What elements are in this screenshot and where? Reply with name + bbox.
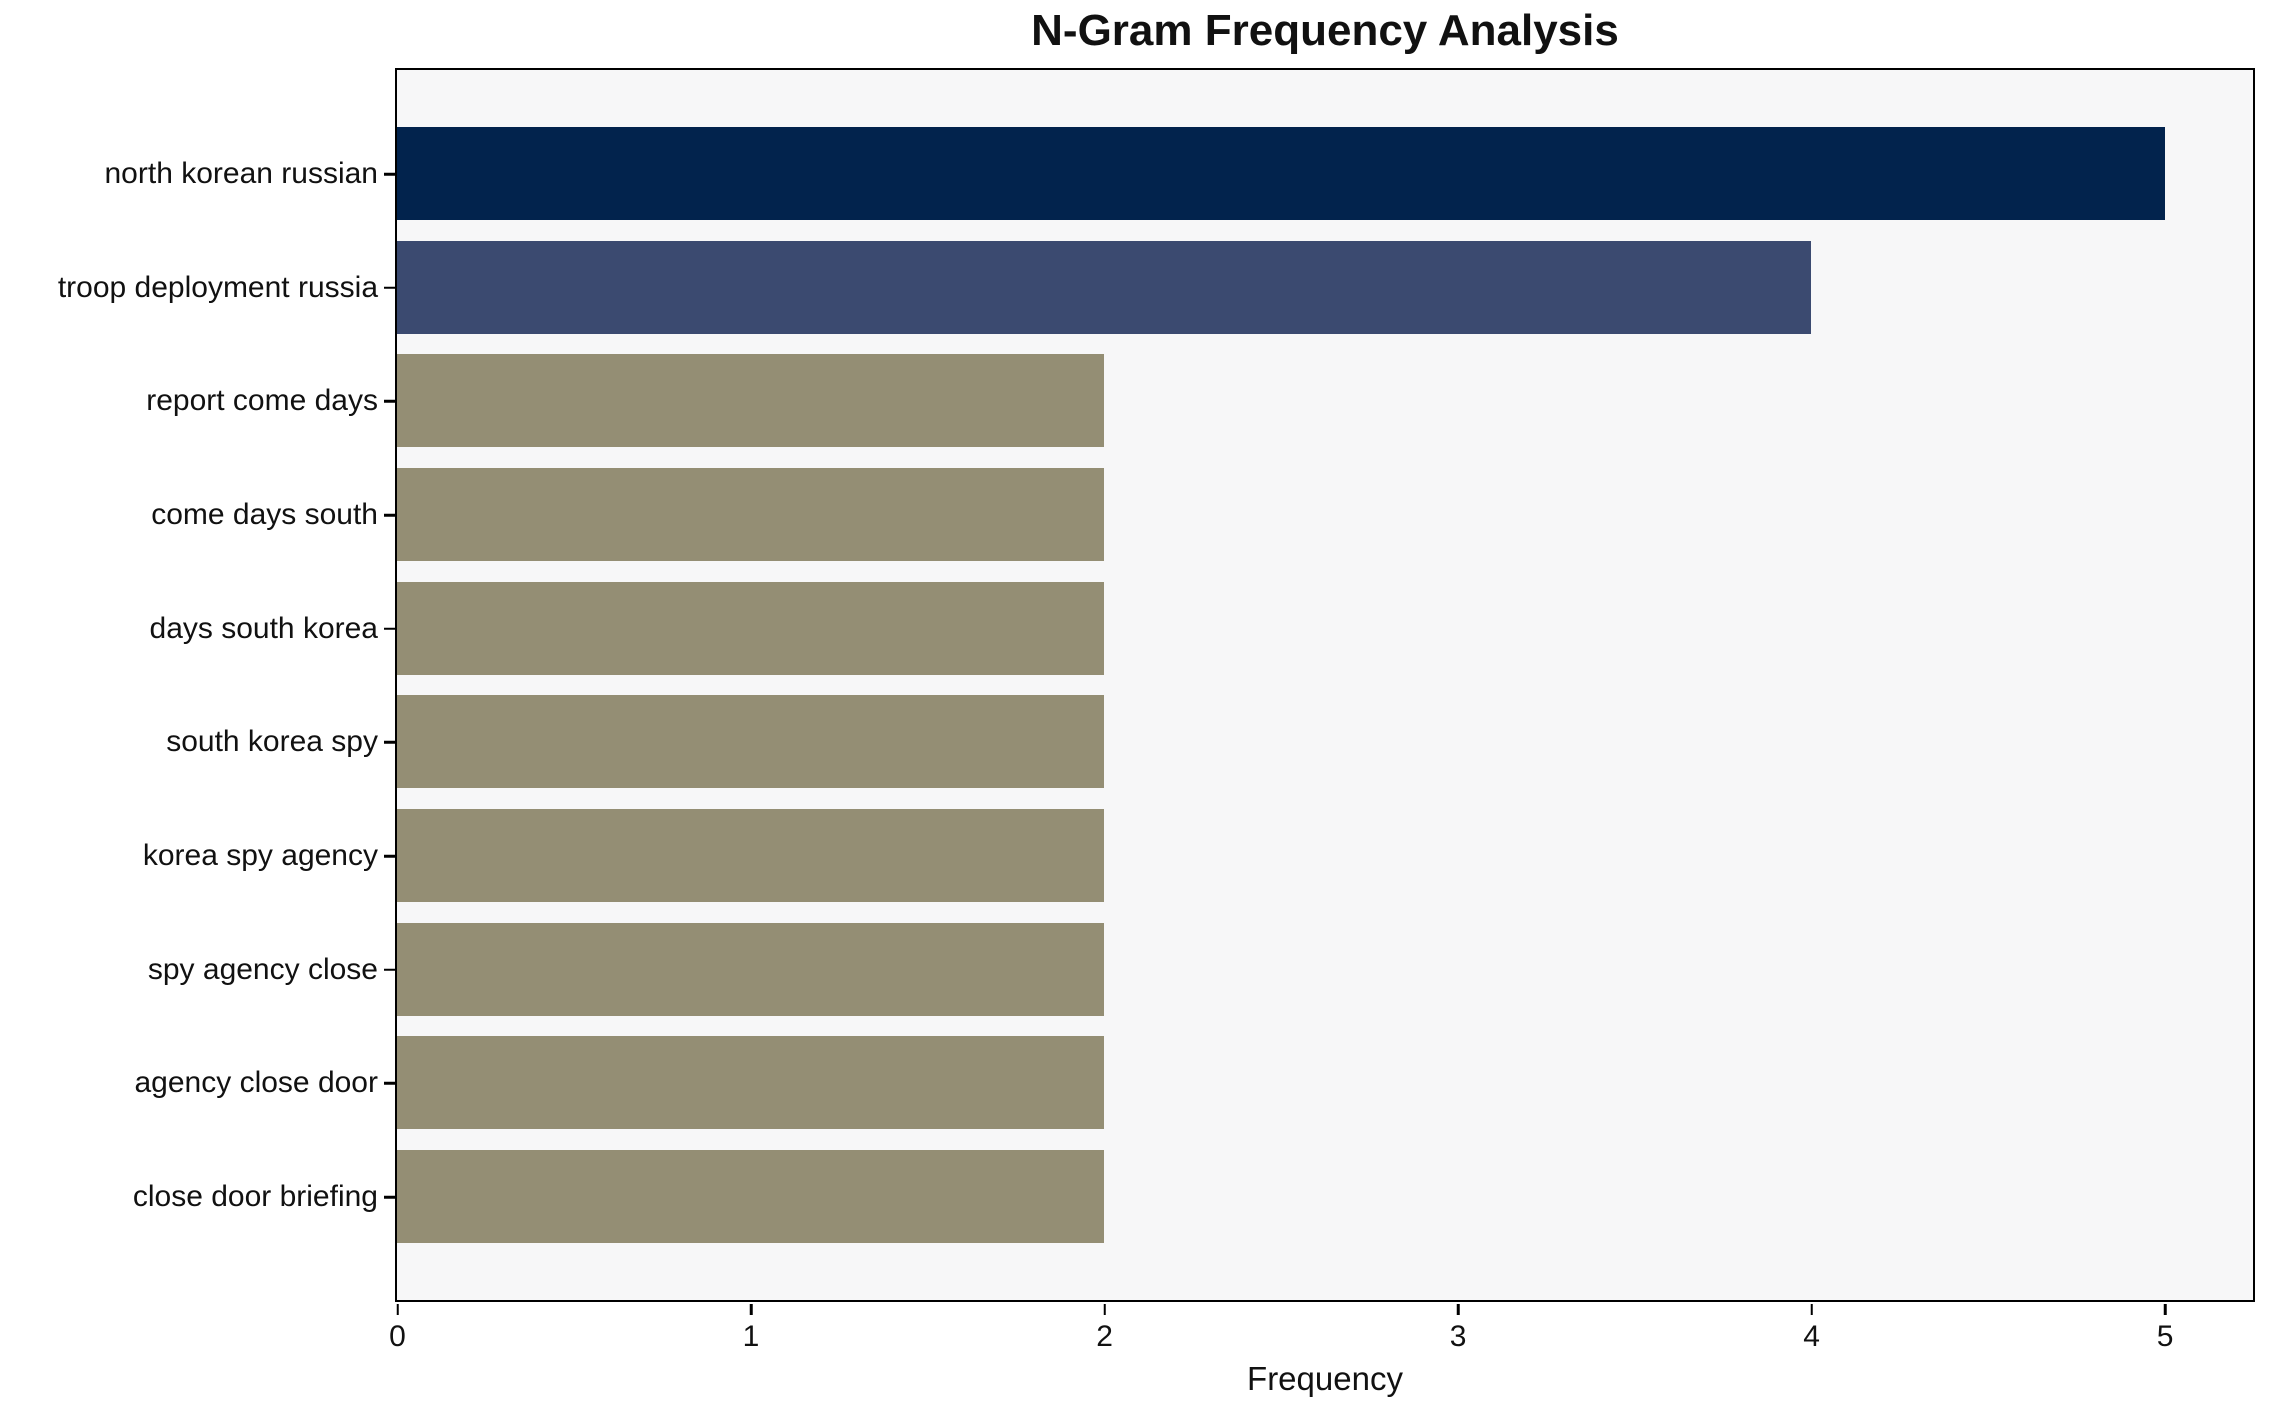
y-tick-mark (384, 1082, 395, 1085)
y-tick-label-south-korea-spy: south korea spy (166, 725, 378, 759)
x-tick-label-4: 4 (1803, 1320, 1820, 1353)
bar-close-door-briefing (397, 1150, 1105, 1243)
x-tick-mark (2163, 1304, 2167, 1315)
y-tick-mark (384, 286, 395, 289)
y-tick-mark (384, 741, 395, 744)
bar-agency-close-door (397, 1036, 1105, 1130)
bar-spy-agency-close (397, 922, 1105, 1016)
y-tick-mark (384, 968, 395, 971)
bar-come-days-south (397, 468, 1105, 561)
y-tick-label-spy-agency-close: spy agency close (147, 952, 378, 986)
x-axis-title: Frequency (1247, 1360, 1403, 1397)
x-tick-label-0: 0 (389, 1320, 406, 1353)
y-tick-mark (384, 1195, 395, 1199)
bar-south-korea-spy (397, 695, 1105, 789)
bar-days-south-korea (397, 581, 1105, 675)
bar-north-korean-russian (397, 127, 2165, 220)
y-tick-mark (384, 854, 395, 858)
x-tick-label-5: 5 (2156, 1320, 2174, 1353)
x-axis: 0 1 2 3 4 5 (389, 1302, 2255, 1362)
x-tick-mark (1456, 1304, 1460, 1315)
y-tick-mark (384, 400, 395, 403)
plot-area (395, 68, 2255, 1302)
x-tick-mark (1103, 1304, 1106, 1315)
y-tick-label-korea-spy-agency: korea spy agency (142, 839, 378, 872)
y-tick-label-north-korean-russian: north korean russian (104, 157, 379, 190)
bar-troop-deployment-russia (397, 240, 1812, 334)
y-tick-mark (384, 172, 395, 176)
x-tick-label-3: 3 (1449, 1320, 1467, 1353)
y-tick-label-close-door-briefing: close door briefing (132, 1180, 378, 1213)
y-tick-label-report-come-days: report come days (146, 384, 378, 418)
y-tick-label-come-days-south: come days south (151, 498, 378, 531)
x-tick-mark (749, 1304, 753, 1315)
y-tick-mark (384, 627, 395, 630)
x-tick-label-1: 1 (742, 1320, 760, 1353)
bar-korea-spy-agency (397, 809, 1105, 902)
y-tick-mark (384, 513, 395, 517)
chart-title: N-Gram Frequency Analysis (1031, 6, 1619, 55)
x-tick-label-2: 2 (1096, 1320, 1113, 1353)
x-tick-mark (396, 1304, 399, 1315)
x-tick-mark (1810, 1304, 1813, 1315)
bar-report-come-days (397, 354, 1105, 448)
y-tick-label-troop-deployment-russia: troop deployment russia (57, 270, 378, 304)
y-tick-label-days-south-korea: days south korea (149, 611, 378, 645)
y-tick-label-agency-close-door: agency close door (134, 1066, 379, 1100)
